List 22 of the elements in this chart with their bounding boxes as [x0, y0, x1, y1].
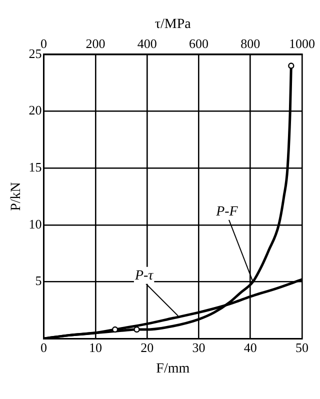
x2-tick-label: 1000 [289, 36, 315, 52]
annotation: P-F [215, 204, 238, 220]
y-tick-label: 5 [35, 273, 42, 288]
x-tick-label: 10 [88, 340, 102, 355]
x-tick-label: 30 [192, 340, 206, 355]
x-tick-label: 0 [40, 340, 48, 355]
y-tick-label: 10 [28, 216, 42, 232]
x2-tick-label: 400 [137, 36, 157, 52]
x-tick-label: 50 [296, 340, 308, 355]
y-axis-title: P/kN [9, 182, 24, 211]
y-tick-label: 15 [28, 160, 42, 174]
annotation: P-τ [134, 268, 154, 284]
x2-tick-label: 200 [86, 36, 106, 52]
x-tick-label: 40 [244, 340, 257, 355]
x2-tick-label: 800 [240, 36, 260, 52]
y-tick-label: 25 [28, 46, 42, 61]
x-tick-label: 20 [140, 340, 154, 355]
x-axis-title: F/mm [156, 361, 190, 376]
y-tick-label: 20 [28, 102, 42, 118]
x2-tick-label: 600 [188, 36, 208, 52]
x2-tick-label: 0 [40, 36, 48, 52]
x2-axis-title: τ/MPa [154, 17, 192, 32]
